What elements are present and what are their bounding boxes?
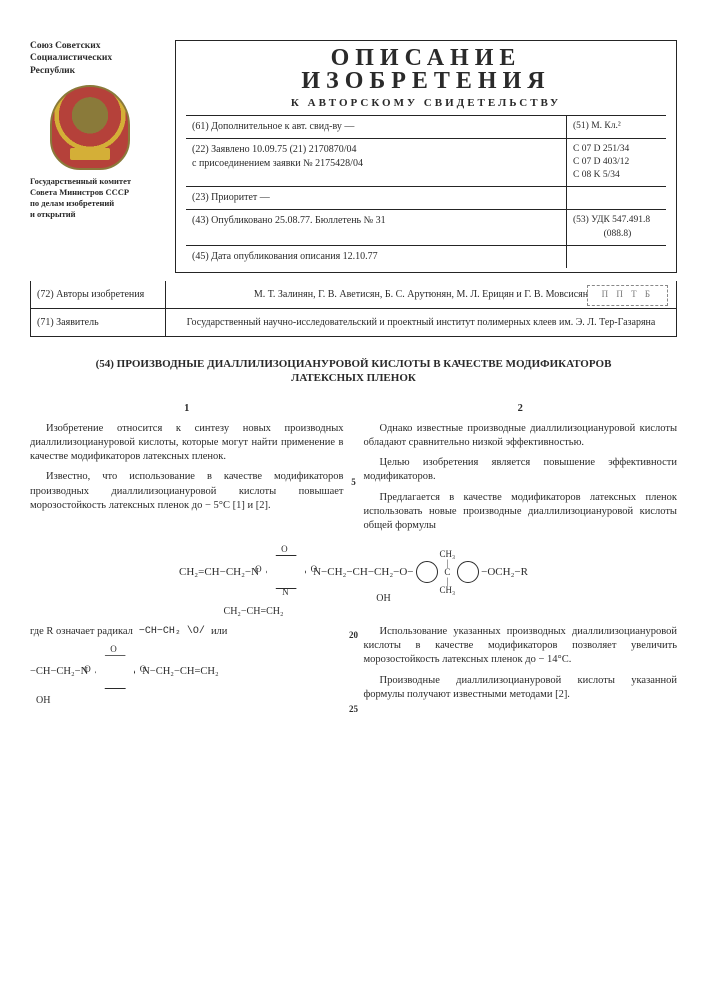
- col1-num: 1: [30, 402, 344, 416]
- committee-line: и открытий: [30, 209, 165, 220]
- meta-43: (43) Опубликовано 25.08.77. Бюллетень № …: [192, 214, 566, 241]
- col2-num: 2: [364, 402, 678, 416]
- c2-p3: Предлагается в качестве модификаторов ла…: [364, 491, 678, 534]
- meta-23: (23) Приоритет —: [192, 191, 566, 205]
- title-line1: ОПИСАНИЕ: [186, 47, 666, 70]
- structural-formula-second: −CH−CH₂−N O O O N−CH₂−CH=CH₂ OH: [30, 649, 344, 706]
- ussr-emblem: [50, 85, 130, 170]
- epoxy-formula: −CH−CH₂ \O/: [139, 625, 205, 639]
- structural-formula-main: CH₂=CH−CH₂−N O N O O N−CH₂−CH−CH₂−O− CH₃…: [30, 549, 677, 617]
- org-line: Союз Советских: [30, 40, 165, 52]
- column-1: 1 Изобретение относится к синтезу новых …: [30, 402, 344, 539]
- authors-names: М. Т. Залинян, Г. В. Аветисян, Б. С. Ару…: [166, 281, 676, 308]
- title-line2: ИЗОБРЕТЕНИЯ: [186, 70, 666, 93]
- column-2-lower: Использование указанных производных диал…: [364, 625, 678, 714]
- meta-22b: с присоединением заявки № 2175428/04: [192, 157, 566, 171]
- meta-22: (22) Заявлено 10.09.75 (21) 2170870/04: [192, 143, 566, 157]
- triazine-ring-icon: O O O: [90, 649, 140, 695]
- org-line: Социалистических: [30, 52, 165, 64]
- formula-pendant: CH₂−CH=CH₂: [224, 606, 284, 617]
- radical-label: где R означает радикал: [30, 625, 133, 639]
- ili: или: [211, 625, 227, 639]
- meta-53: (53) УДК 547.491.8: [573, 214, 662, 227]
- line-marker-20: 20: [349, 629, 358, 641]
- c1-p1: Изобретение относится к синтезу новых пр…: [30, 422, 344, 465]
- invention-title: (54) ПРОИЗВОДНЫЕ ДИАЛЛИЛИЗОЦИАНУРОВОЙ КИ…: [90, 357, 617, 386]
- committee: Государственный комитет Совета Министров…: [30, 176, 165, 220]
- meta-51-label: (51) М. Кл.²: [573, 120, 662, 133]
- meta-51a: C 07 D 251/34: [573, 143, 662, 156]
- body-columns: 1 Изобретение относится к синтезу новых …: [30, 402, 677, 539]
- meta-51b: C 07 D 403/12: [573, 156, 662, 169]
- authors-label: (72) Авторы изобретения: [31, 281, 166, 308]
- c2low-p1: Использование указанных производных диал…: [364, 625, 678, 668]
- c2-p1: Однако известные производные диаллилизоц…: [364, 422, 678, 450]
- c2-p2: Целью изобретения является повышение эфф…: [364, 456, 678, 484]
- issuing-org: Союз Советских Социалистических Республи…: [30, 40, 165, 273]
- body-columns-lower: где R означает радикал −CH−CH₂ \O/ или −…: [30, 625, 677, 714]
- phenyl-ring-icon: [416, 561, 438, 583]
- meta-45: (45) Дата опубликования описания 12.10.7…: [192, 250, 566, 264]
- applicant-row: (71) Заявитель Государственный научно-ис…: [30, 309, 677, 337]
- meta-51c: C 08 K 5/34: [573, 169, 662, 182]
- c2low-p2: Производные диаллилизоциануровой кислоты…: [364, 674, 678, 702]
- committee-line: Совета Министров СССР: [30, 187, 165, 198]
- applicant-label: (71) Заявитель: [31, 309, 166, 336]
- meta-53b: (088.8): [573, 228, 662, 241]
- meta-61: (61) Дополнительное к авт. свид-ву —: [192, 120, 566, 134]
- phenyl-ring-icon: [457, 561, 479, 583]
- line-marker-5: 5: [351, 476, 356, 488]
- library-stamp: П П Т Б: [587, 285, 668, 306]
- line-marker-25: 25: [349, 703, 358, 715]
- org-line: Республик: [30, 65, 165, 77]
- formula-oh: OH: [376, 593, 390, 604]
- applicant-name: Государственный научно-исследовательский…: [166, 309, 676, 336]
- formula-oh2: OH: [36, 695, 344, 706]
- committee-line: Государственный комитет: [30, 176, 165, 187]
- meta-table: (61) Дополнительное к авт. свид-ву — (51…: [186, 115, 666, 268]
- c1-p2: Известно, что использование в качестве м…: [30, 470, 344, 513]
- title-block: (11) 569574 ОПИСАНИЕ ИЗОБРЕТЕНИЯ К АВТОР…: [175, 40, 677, 273]
- column-2: 2 Однако известные производные диаллилиз…: [364, 402, 678, 539]
- triazine-ring-icon: O N O O: [261, 549, 311, 595]
- committee-line: по делам изобретений: [30, 198, 165, 209]
- subtitle: К АВТОРСКОМУ СВИДЕТЕЛЬСТВУ: [186, 97, 666, 109]
- column-1-lower: где R означает радикал −CH−CH₂ \O/ или −…: [30, 625, 344, 714]
- authors-row: (72) Авторы изобретения М. Т. Залинян, Г…: [30, 281, 677, 309]
